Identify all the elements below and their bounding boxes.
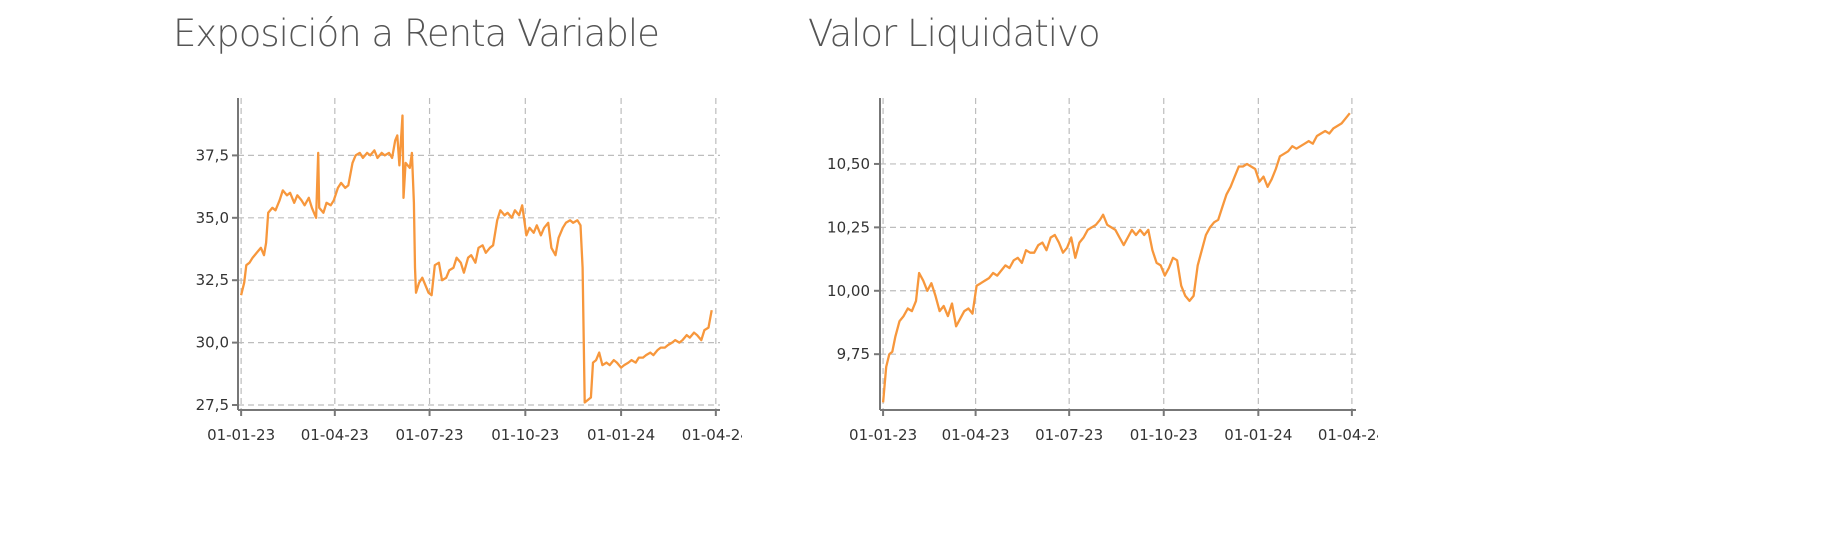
x-tick-label: 01-04-24 <box>682 426 750 444</box>
x-tick-label: 01-10-23 <box>491 426 559 444</box>
y-tick-label: 37,5 <box>196 146 229 164</box>
y-tick-label: 10,00 <box>827 282 870 300</box>
x-tick-label: 01-04-23 <box>301 426 369 444</box>
y-tick-label: 35,0 <box>196 209 229 227</box>
chart-title: Valor Liquidativo <box>808 12 1101 55</box>
x-tick-label: 01-10-23 <box>1130 426 1198 444</box>
series-line <box>239 114 713 404</box>
x-tick-label: 01-01-23 <box>207 426 275 444</box>
x-tick-label: 01-01-24 <box>1224 426 1292 444</box>
y-tick-label: 32,5 <box>196 271 229 289</box>
y-tick-label: 9,75 <box>837 345 870 363</box>
x-tick-label: 01-04-23 <box>942 426 1010 444</box>
series-line <box>881 112 1351 403</box>
y-tick-label: 27,5 <box>196 396 229 414</box>
chart-title: Exposición a Renta Variable <box>173 12 660 55</box>
y-tick-label: 30,0 <box>196 334 229 352</box>
chart-panel-equity-exposure: Exposición a Renta Variable 27,5 30,0 32,5… <box>0 0 900 553</box>
x-tick-label: 01-04-24 <box>1318 426 1386 444</box>
x-tick-label: 01-07-23 <box>396 426 464 444</box>
equity-exposure-chart: 27,5 30,0 32,5 35,0 37,5 01-01-23 01-04-23 01-0… <box>196 98 750 444</box>
x-tick-label: 01-01-23 <box>849 426 917 444</box>
y-tick-label: 10,25 <box>827 218 870 236</box>
x-tick-label: 01-01-24 <box>587 426 655 444</box>
y-tick-label: 10,50 <box>827 155 870 173</box>
x-tick-label: 01-07-23 <box>1035 426 1103 444</box>
